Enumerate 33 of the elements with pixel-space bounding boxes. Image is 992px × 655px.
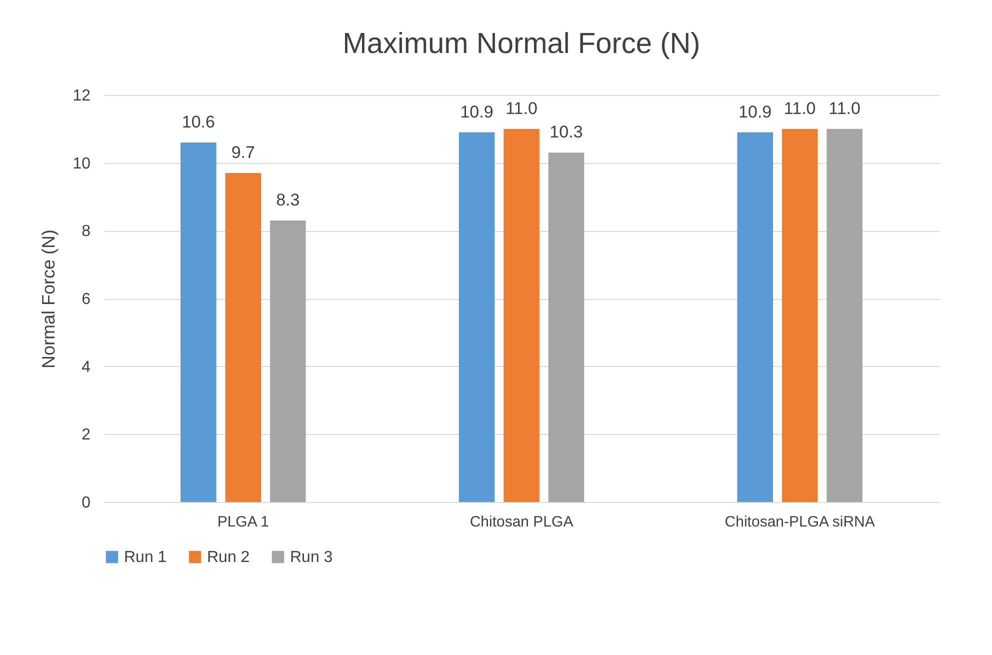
y-tick-label: 4: [82, 358, 91, 376]
data-label: 11.0: [506, 98, 538, 118]
y-axis-title: Normal Force (N): [38, 229, 59, 369]
data-label: 11.0: [784, 98, 816, 118]
y-tick-label: 0: [82, 494, 91, 512]
legend-label: Run 1: [124, 549, 167, 566]
bar: [737, 132, 773, 502]
bar: [826, 128, 862, 502]
bar: [458, 132, 495, 502]
legend-label: Run 2: [207, 549, 250, 566]
data-label: 8.3: [276, 190, 300, 210]
y-tick-label: 2: [82, 426, 91, 444]
data-label: 10.3: [550, 122, 583, 142]
bar: [270, 220, 306, 502]
chart-title: Maximum Normal Force (N): [342, 28, 700, 60]
bar: [782, 128, 818, 502]
bar: [225, 173, 262, 502]
x-tick-label: PLGA 1: [217, 514, 270, 530]
data-label: 10.9: [460, 102, 494, 122]
y-tick-label: 8: [82, 223, 91, 240]
data-label: 11.0: [828, 98, 860, 118]
legend-label: Run 3: [290, 549, 333, 566]
bar: [504, 128, 540, 502]
y-tick-label: 6: [82, 291, 91, 308]
bar: [548, 152, 584, 502]
data-label: 10.9: [738, 102, 772, 122]
data-label: 10.6: [182, 112, 215, 132]
data-label: 9.7: [231, 143, 255, 162]
x-tick-label: Chitosan-PLGA siRNA: [724, 514, 875, 530]
y-tick-label: 12: [72, 88, 91, 104]
y-tick-label: 10: [72, 155, 91, 172]
x-tick-label: Chitosan PLGA: [470, 514, 574, 530]
bar: [180, 142, 216, 502]
